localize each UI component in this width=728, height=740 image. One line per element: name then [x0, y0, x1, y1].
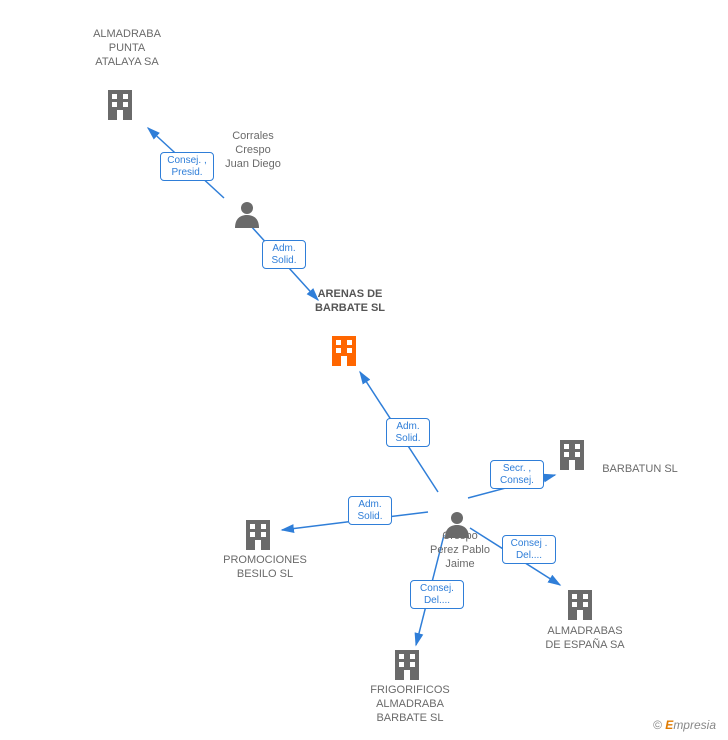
copyright: © Empresia [653, 718, 716, 732]
node-label-frigorificos: FRIGORIFICOS ALMADRABA BARBATE SL [360, 684, 460, 725]
building-icon [395, 650, 419, 680]
building-icon [568, 590, 592, 620]
edge-label: Adm. Solid. [262, 240, 306, 269]
node-label-barbatun: BARBATUN SL [595, 463, 685, 477]
edge-label: Consej. , Presid. [160, 152, 214, 181]
building-icon [560, 440, 584, 470]
node-label-crespo_perez: Crespo Perez Pablo Jaime [420, 530, 500, 571]
copyright-symbol: © [653, 718, 662, 732]
building-icon [332, 336, 356, 366]
node-label-almadrabas_esp: ALMADRABAS DE ESPAÑA SA [535, 625, 635, 653]
edge-label: Secr. , Consej. [490, 460, 544, 489]
node-label-corrales: Corrales Crespo Juan Diego [218, 130, 288, 171]
edge-label: Consej . Del.... [502, 535, 556, 564]
building-icon [108, 90, 132, 120]
node-label-almadraba_punta: ALMADRABA PUNTA ATALAYA SA [82, 28, 172, 69]
person-icon [235, 202, 259, 228]
brand-rest: mpresia [673, 718, 716, 732]
building-icon [246, 520, 270, 550]
node-label-arenas: ARENAS DE BARBATE SL [305, 288, 395, 316]
edge-label: Consej. Del.... [410, 580, 464, 609]
edge-label: Adm. Solid. [348, 496, 392, 525]
node-label-promociones: PROMOCIONES BESILO SL [215, 554, 315, 582]
edge-label: Adm. Solid. [386, 418, 430, 447]
